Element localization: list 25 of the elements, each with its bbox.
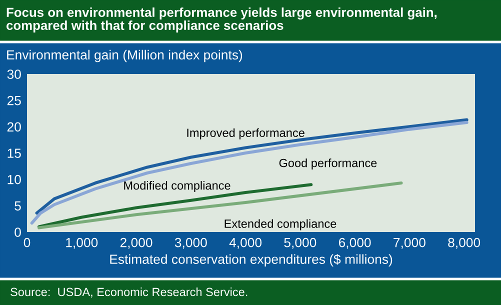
x-axis-title: Estimated conservation expenditures ($ millions) xyxy=(110,254,392,267)
series-label: Modified compliance xyxy=(124,181,230,192)
x-tick-label: 7,000 xyxy=(394,238,426,249)
x-tick-label: 0 xyxy=(24,238,30,248)
chart-title: Focus on environmental performance yields large environmental gain, compared with that for compliance scenarios xyxy=(6,7,437,33)
y-tick-label: 10 xyxy=(8,174,21,184)
x-tick-label: 1,000 xyxy=(66,238,98,249)
line-series xyxy=(37,181,403,230)
x-tick-label: 4,000 xyxy=(229,238,262,249)
y-tick-label: 0 xyxy=(14,228,21,237)
x-tick-label: 3,000 xyxy=(174,238,207,249)
y-tick-label: 25 xyxy=(7,96,21,106)
source-note: Source: USDA, Economic Research Service. xyxy=(10,287,248,298)
series-label: Extended compliance xyxy=(224,219,336,230)
y-tick-label: 5 xyxy=(14,201,21,211)
y-tick-label: 30 xyxy=(7,70,21,79)
x-tick-label: 6,000 xyxy=(338,238,371,249)
y-axis-title: Environmental gain (Million index points) xyxy=(7,50,242,62)
x-tick-label: 8,000 xyxy=(448,238,480,249)
series-label: Improved performance xyxy=(187,128,304,140)
y-tick-label: 15 xyxy=(8,148,21,158)
x-tick-label: 5,000 xyxy=(284,238,316,249)
y-tick-label: 20 xyxy=(7,122,21,132)
x-tick-label: 2,000 xyxy=(120,238,152,249)
series-label: Good performance xyxy=(279,158,377,170)
